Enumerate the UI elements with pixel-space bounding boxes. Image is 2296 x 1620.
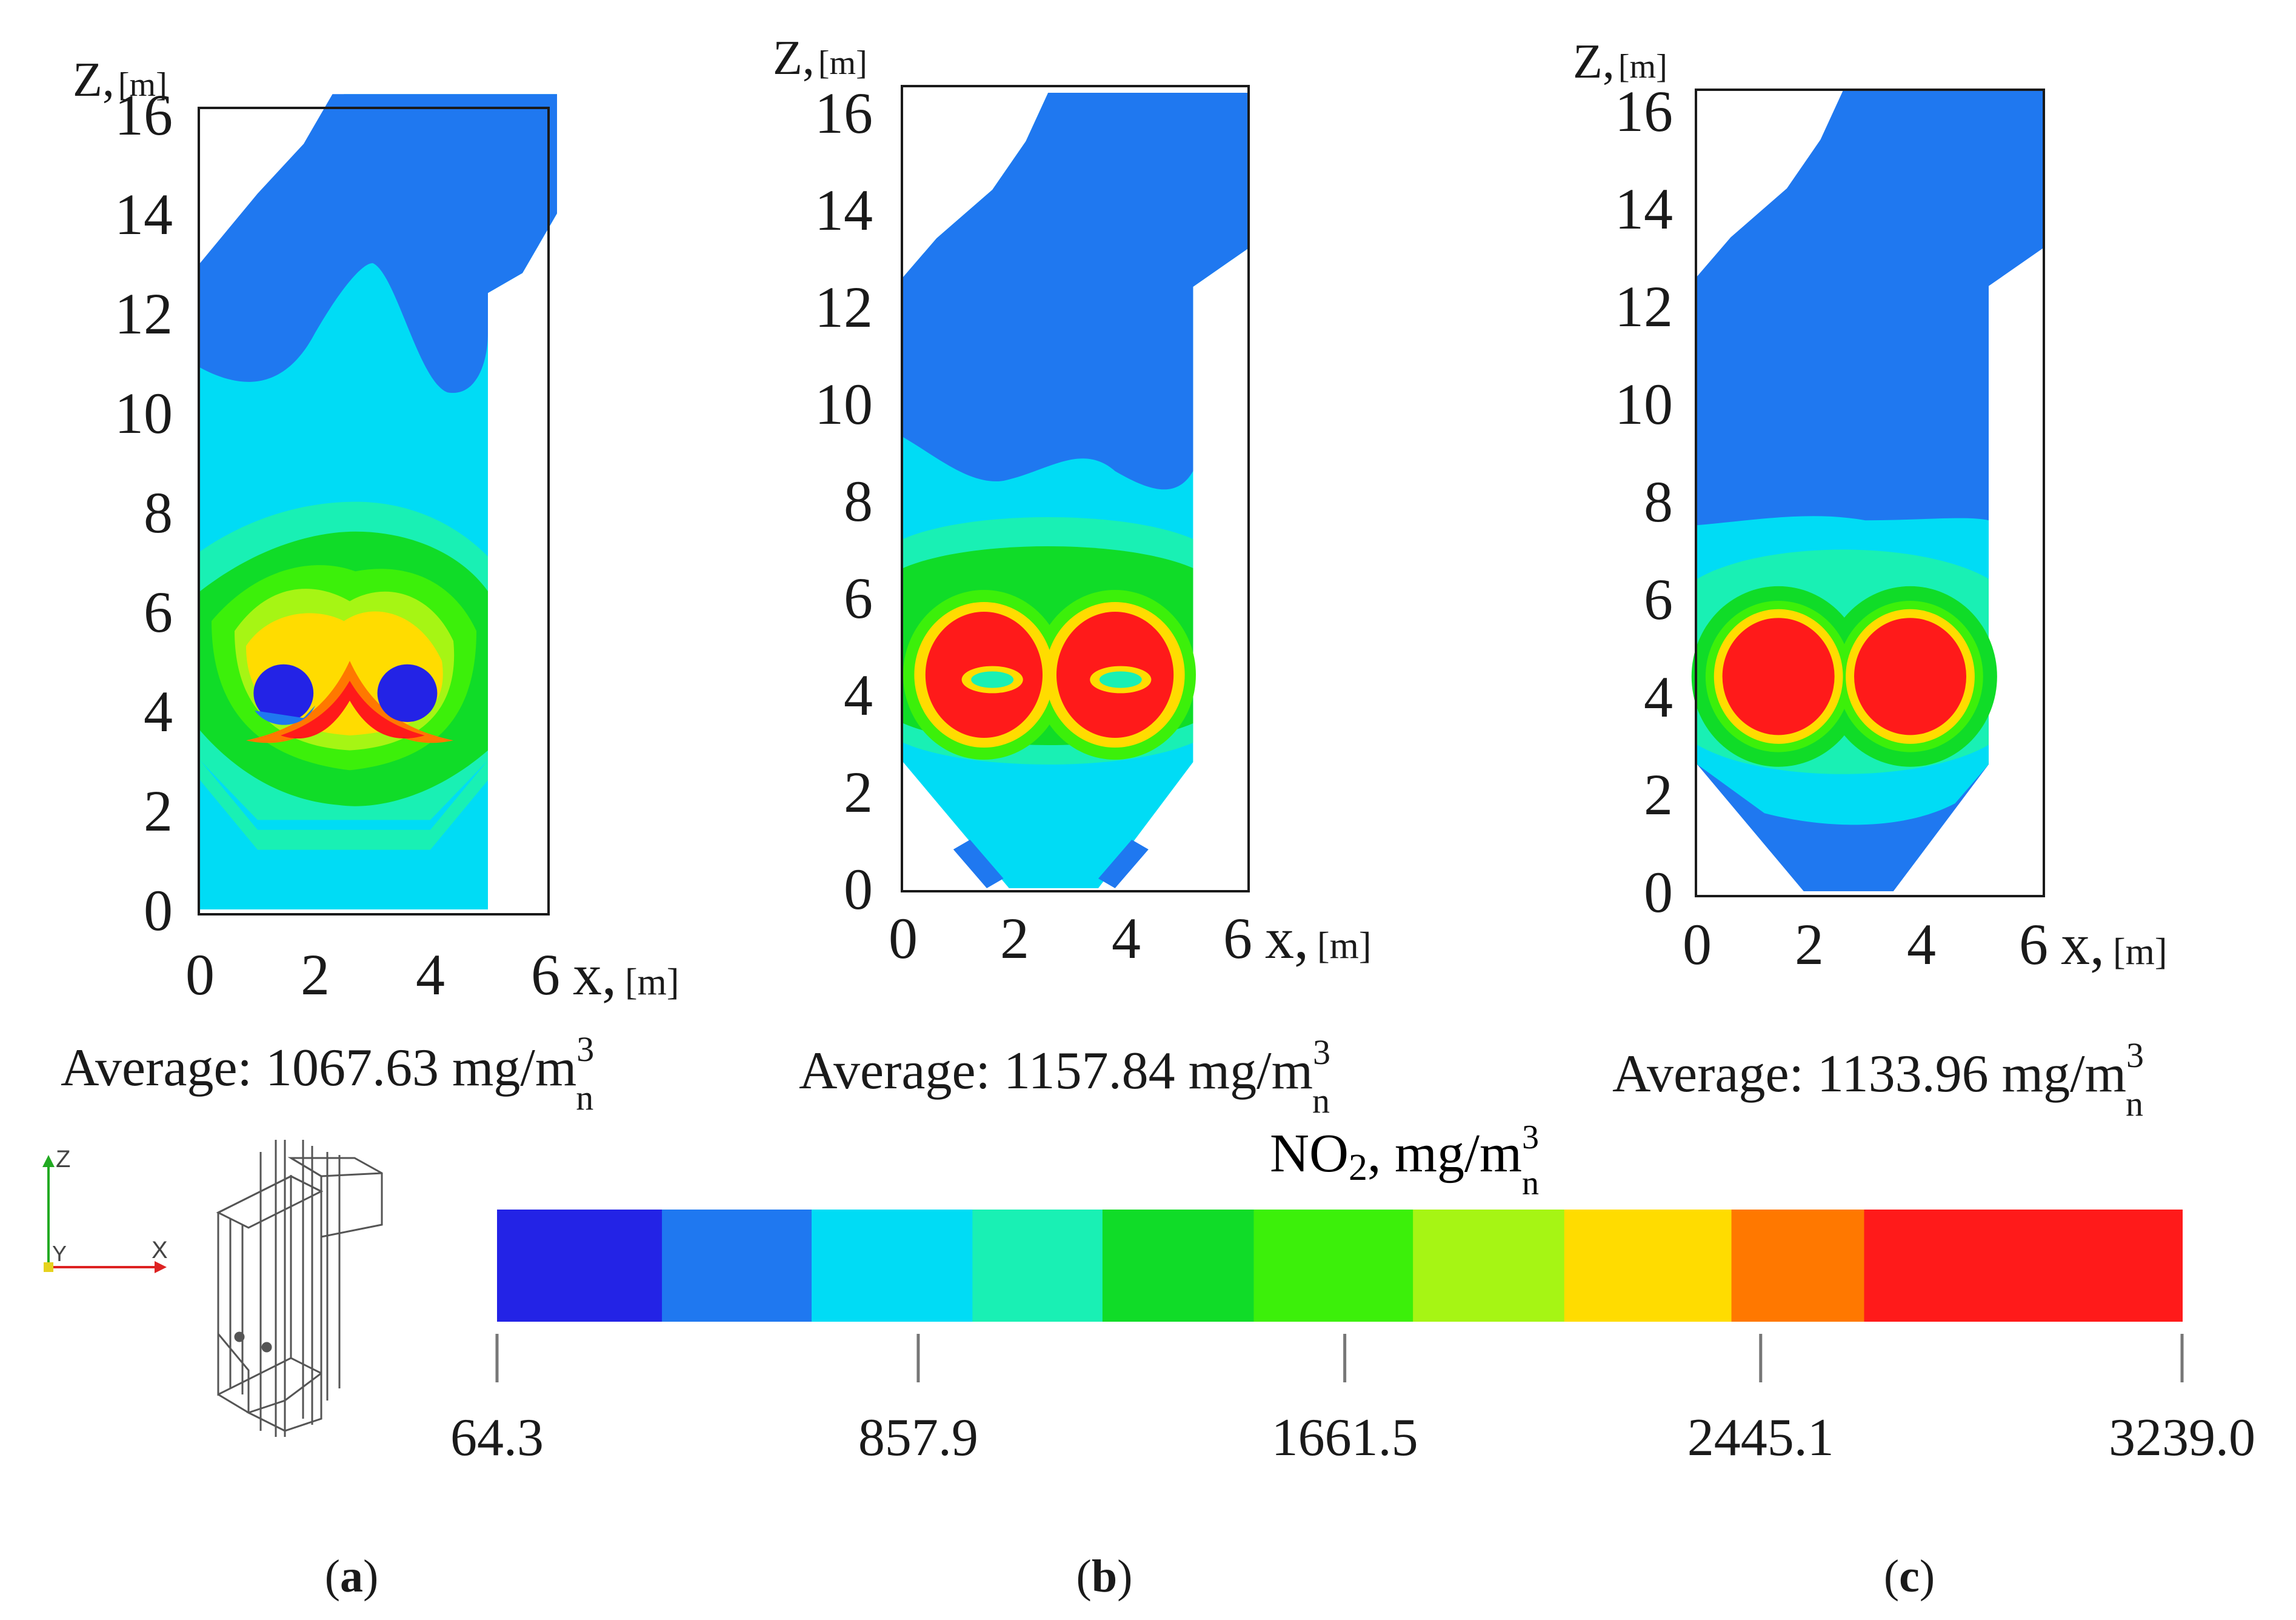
colorbar-band [1864, 1210, 2183, 1322]
colorbar-band [1102, 1210, 1255, 1322]
triad-z-label: Z [56, 1146, 70, 1173]
colorbar-band [812, 1210, 973, 1322]
y-tick-label: 8 [1644, 469, 1673, 534]
colorbar-tick-label: 2445.1 [1687, 1408, 1834, 1467]
y-tick-label: 0 [144, 878, 173, 943]
colorbar-tick-label: 857.9 [858, 1408, 978, 1467]
y-tick-label: 16 [1615, 79, 1673, 144]
y-tick-label: 10 [1615, 372, 1673, 437]
colorbar-tick-label: 3239.0 [2109, 1408, 2255, 1467]
furnace-schematic-icon [216, 1140, 383, 1437]
triad-y-label: Y [52, 1241, 67, 1266]
colorbar-band [497, 1210, 663, 1322]
x-tick-label: 6 [1223, 906, 1252, 971]
average-label-b: Average: 1157.84 mg/m3 n [799, 1033, 1330, 1120]
x-tick-label: 4 [416, 942, 445, 1007]
average-label-a: Average: 1067.63 mg/m3 n [61, 1029, 594, 1117]
x-tick-label: 6 [2019, 912, 2048, 977]
y-tick-label: 4 [1644, 664, 1673, 729]
triad-origin [44, 1262, 53, 1272]
y-tick-label: 16 [115, 82, 173, 147]
colorbar-band [972, 1210, 1103, 1322]
y-tick-label: 2 [144, 778, 173, 843]
y-tick-label: 16 [815, 81, 873, 146]
colorbar-band [1564, 1210, 1732, 1322]
colorbar-ticks: 64.3 857.9 1661.5 2445.1 3239.0 [450, 1334, 2255, 1467]
x-tick-label: 0 [889, 906, 918, 971]
y-tick-label: 6 [144, 580, 173, 644]
plot-frame-c [1695, 89, 2045, 897]
colorbar-band [1253, 1210, 1414, 1322]
x-tick-label: 0 [185, 942, 215, 1007]
contour-field-b [903, 93, 1249, 889]
x-tick-label: 4 [1112, 906, 1141, 971]
colorbar: NO2, mg/m3 n 64.3 857.9 1661.5 2445.1 3239.0 [450, 1119, 2255, 1467]
y-tick-label: 8 [844, 469, 873, 534]
y-tick-label: 12 [115, 281, 173, 346]
x-axis-label: x, [m] [573, 942, 679, 1007]
colorbar-title: NO2, mg/m3 n [1270, 1119, 1539, 1202]
y-axis-label: Z, [m] [73, 53, 167, 107]
plot-frame-b [901, 85, 1250, 892]
x-tick-label: 6 [531, 942, 560, 1007]
y-tick-label: 2 [1644, 762, 1673, 827]
colorbar-band [1413, 1210, 1565, 1322]
y-tick-label: 10 [115, 381, 173, 446]
panel-caption-a: (a) [325, 1551, 379, 1602]
y-tick-label: 4 [844, 663, 873, 728]
y-tick-label: 6 [844, 566, 873, 631]
y-tick-label: 0 [1644, 860, 1673, 925]
colorbar-tick-label: 64.3 [450, 1408, 544, 1467]
colorbar-band [662, 1210, 813, 1322]
y-tick-label: 2 [844, 760, 873, 825]
y-tick-label: 14 [815, 178, 873, 243]
colorbar-bands [497, 1210, 2183, 1322]
triad-x-label: X [152, 1237, 168, 1264]
y-tick-label: 4 [144, 679, 173, 744]
x-axis-label: x, [m] [2061, 912, 2168, 977]
y-tick-label: 14 [1615, 176, 1673, 241]
x-tick-label: 0 [1683, 912, 1712, 977]
panel-caption-b: (b) [1076, 1551, 1133, 1602]
y-tick-label: 10 [815, 372, 873, 437]
y-tick-label: 6 [1644, 567, 1673, 632]
colorbar-band [1731, 1210, 1865, 1322]
x-tick-label: 4 [1907, 912, 1936, 977]
plot-frame-a [198, 107, 550, 915]
x-axis-label: x, [m] [1265, 906, 1372, 971]
x-tick-label: 2 [1000, 906, 1029, 971]
y-tick-label: 8 [144, 480, 173, 545]
x-tick-label: 2 [1795, 912, 1824, 977]
y-tick-label: 12 [815, 275, 873, 340]
average-label-c: Average: 1133.96 mg/m3 n [1612, 1036, 2144, 1123]
y-tick-label: 0 [844, 857, 873, 922]
contour-field-c [1691, 90, 2045, 891]
x-tick-label: 2 [301, 942, 330, 1007]
triad-x-arrow [155, 1261, 167, 1273]
axis-triad: Z X Y [42, 1146, 168, 1273]
y-tick-label: 14 [115, 182, 173, 247]
contour-field-a [200, 94, 557, 909]
y-tick-label: 12 [1615, 274, 1673, 339]
colorbar-tick-label: 1661.5 [1272, 1408, 1418, 1467]
y-axis-label: Z, [m] [1573, 35, 1667, 89]
panel-caption-c: (c) [1884, 1551, 1935, 1602]
triad-z-arrow [42, 1155, 55, 1167]
y-axis-label: Z, [m] [773, 32, 867, 85]
